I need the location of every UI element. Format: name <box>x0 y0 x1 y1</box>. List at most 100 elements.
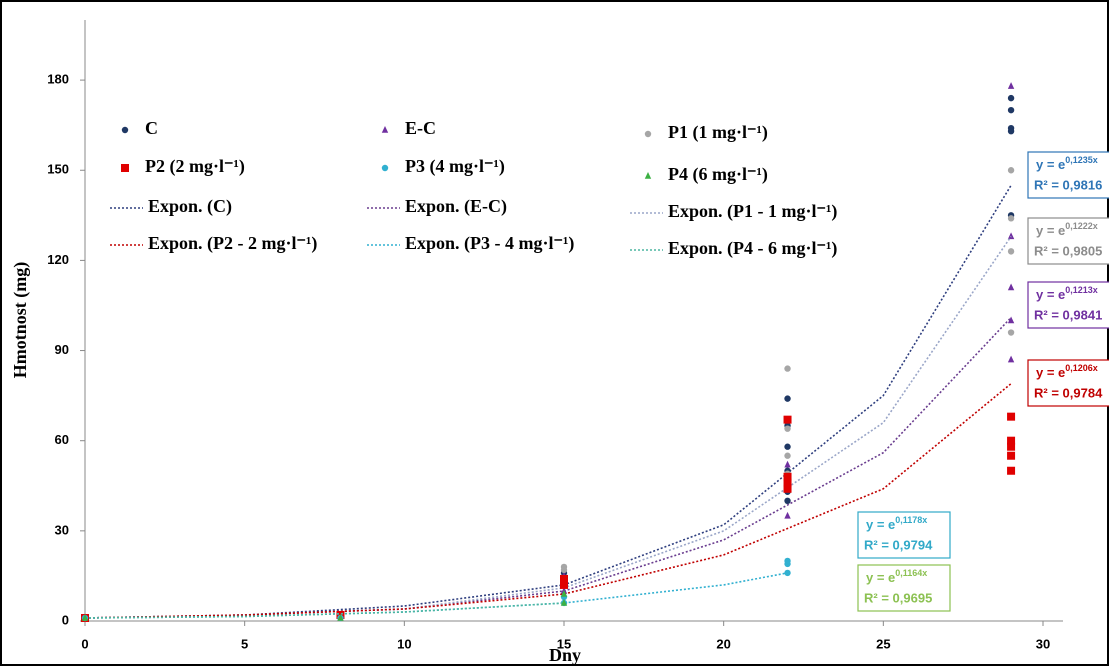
equation-box <box>857 564 951 612</box>
data-point <box>784 395 791 402</box>
data-point <box>783 415 792 424</box>
equation-box <box>1027 151 1109 199</box>
equation-base: y = e <box>1036 223 1065 238</box>
equation: y = e0,1213x <box>1036 285 1098 302</box>
x-tick-label: 20 <box>716 636 730 651</box>
data-point <box>560 574 568 583</box>
equation-base: y = e <box>1036 157 1065 172</box>
equation-base: y = e <box>866 570 895 585</box>
x-tick-label: 0 <box>81 636 88 651</box>
data-point <box>81 613 89 621</box>
data-point <box>560 589 568 597</box>
legend-label: Expon. (P2 - 2 mg·l⁻¹) <box>148 233 317 254</box>
y-tick-label: 90 <box>55 342 69 357</box>
y-tick-label: 0 <box>62 612 69 627</box>
data-point <box>1007 442 1016 451</box>
data-point <box>1007 436 1016 445</box>
legend-label: Expon. (E-C) <box>405 196 507 217</box>
data-point <box>337 613 344 621</box>
data-point <box>784 425 791 432</box>
x-tick-label: 25 <box>876 636 890 651</box>
equation-exponent: 0,1213x <box>1065 285 1098 295</box>
equation: y = e0,1222x <box>1036 221 1098 238</box>
data-point <box>560 598 568 606</box>
equation: y = e0,1206x <box>1036 363 1098 380</box>
y-tick-label: 120 <box>47 252 69 267</box>
data-point <box>783 472 792 481</box>
equation-exponent: 0,1222x <box>1065 221 1098 231</box>
data-point <box>560 566 568 574</box>
data-point <box>784 497 791 504</box>
y-tick-label: 30 <box>55 522 69 537</box>
data-point <box>784 511 791 519</box>
equation: y = e0,1235x <box>1036 155 1098 172</box>
y-axis-label: Hmotnost (mg) <box>10 262 31 378</box>
trendline <box>84 382 1012 619</box>
equation-exponent: 0,1164x <box>895 568 927 578</box>
legend-marker <box>644 172 652 179</box>
data-point <box>1007 355 1015 363</box>
legend-label: C <box>145 118 158 138</box>
equation-base: y = e <box>1036 365 1065 380</box>
data-point <box>784 452 791 459</box>
y-tick-label: 150 <box>47 162 69 177</box>
data-point <box>1007 127 1015 135</box>
equation-r2: R² = 0,9794 <box>864 537 933 552</box>
data-point <box>1007 329 1015 336</box>
data-point <box>1007 82 1015 89</box>
data-point <box>1007 215 1015 222</box>
equation-exponent: 0,1178x <box>895 515 927 525</box>
legend-marker <box>644 130 652 138</box>
equation-r2: R² = 0,9841 <box>1034 307 1102 322</box>
data-point <box>1007 283 1015 291</box>
equation-box <box>1027 359 1109 407</box>
legend-marker <box>121 126 129 134</box>
equation-box <box>1027 281 1109 329</box>
legend-label: Expon. (P1 - 1 mg·l⁻¹) <box>668 201 837 222</box>
equation-r2: R² = 0,9805 <box>1034 243 1102 258</box>
y-tick-label: 180 <box>47 72 69 87</box>
data-point <box>784 365 791 372</box>
data-point <box>1007 316 1015 324</box>
legend-label: E-C <box>405 118 436 138</box>
equation-base: y = e <box>866 517 895 532</box>
x-tick-label: 10 <box>397 636 411 651</box>
legend-label: Expon. (P4 - 6 mg·l⁻¹) <box>668 238 837 259</box>
data-point <box>1007 451 1016 460</box>
legend-label: P2 (2 mg·l⁻¹) <box>145 156 245 177</box>
legend-marker <box>121 164 129 172</box>
data-point <box>784 460 791 468</box>
data-point <box>560 580 568 589</box>
legend-marker <box>381 164 389 172</box>
data-point <box>783 484 792 493</box>
data-point <box>1007 106 1015 114</box>
equation: y = e0,1164x <box>866 568 927 585</box>
legend-label: P4 (6 mg·l⁻¹) <box>668 164 768 185</box>
data-point <box>1007 232 1015 240</box>
equation-exponent: 0,1206x <box>1065 363 1098 373</box>
equation-base: y = e <box>1036 287 1065 302</box>
x-tick-label: 5 <box>241 636 248 651</box>
equation-r2: R² = 0,9695 <box>864 590 932 605</box>
data-point <box>784 569 791 577</box>
legend-label: P1 (1 mg·l⁻¹) <box>668 122 768 143</box>
legend-label: Expon. (P3 - 4 mg·l⁻¹) <box>405 233 574 254</box>
data-point <box>1007 412 1016 421</box>
equation: y = e0,1178x <box>866 515 927 532</box>
y-tick-label: 60 <box>55 432 69 447</box>
legend-marker <box>381 126 389 133</box>
legend-label: Expon. (C) <box>148 196 232 217</box>
data-point <box>1007 248 1015 255</box>
equation-box <box>1027 217 1109 265</box>
equation-exponent: 0,1235x <box>1065 155 1098 165</box>
equation-box <box>857 511 951 559</box>
data-point <box>783 478 792 487</box>
x-tick-label: 15 <box>557 636 571 651</box>
x-axis-label: Dny <box>549 645 581 665</box>
data-point <box>784 560 791 568</box>
data-point <box>1007 167 1015 174</box>
data-point <box>1007 466 1016 475</box>
equation-r2: R² = 0,9816 <box>1034 177 1102 192</box>
legend-label: P3 (4 mg·l⁻¹) <box>405 156 505 177</box>
